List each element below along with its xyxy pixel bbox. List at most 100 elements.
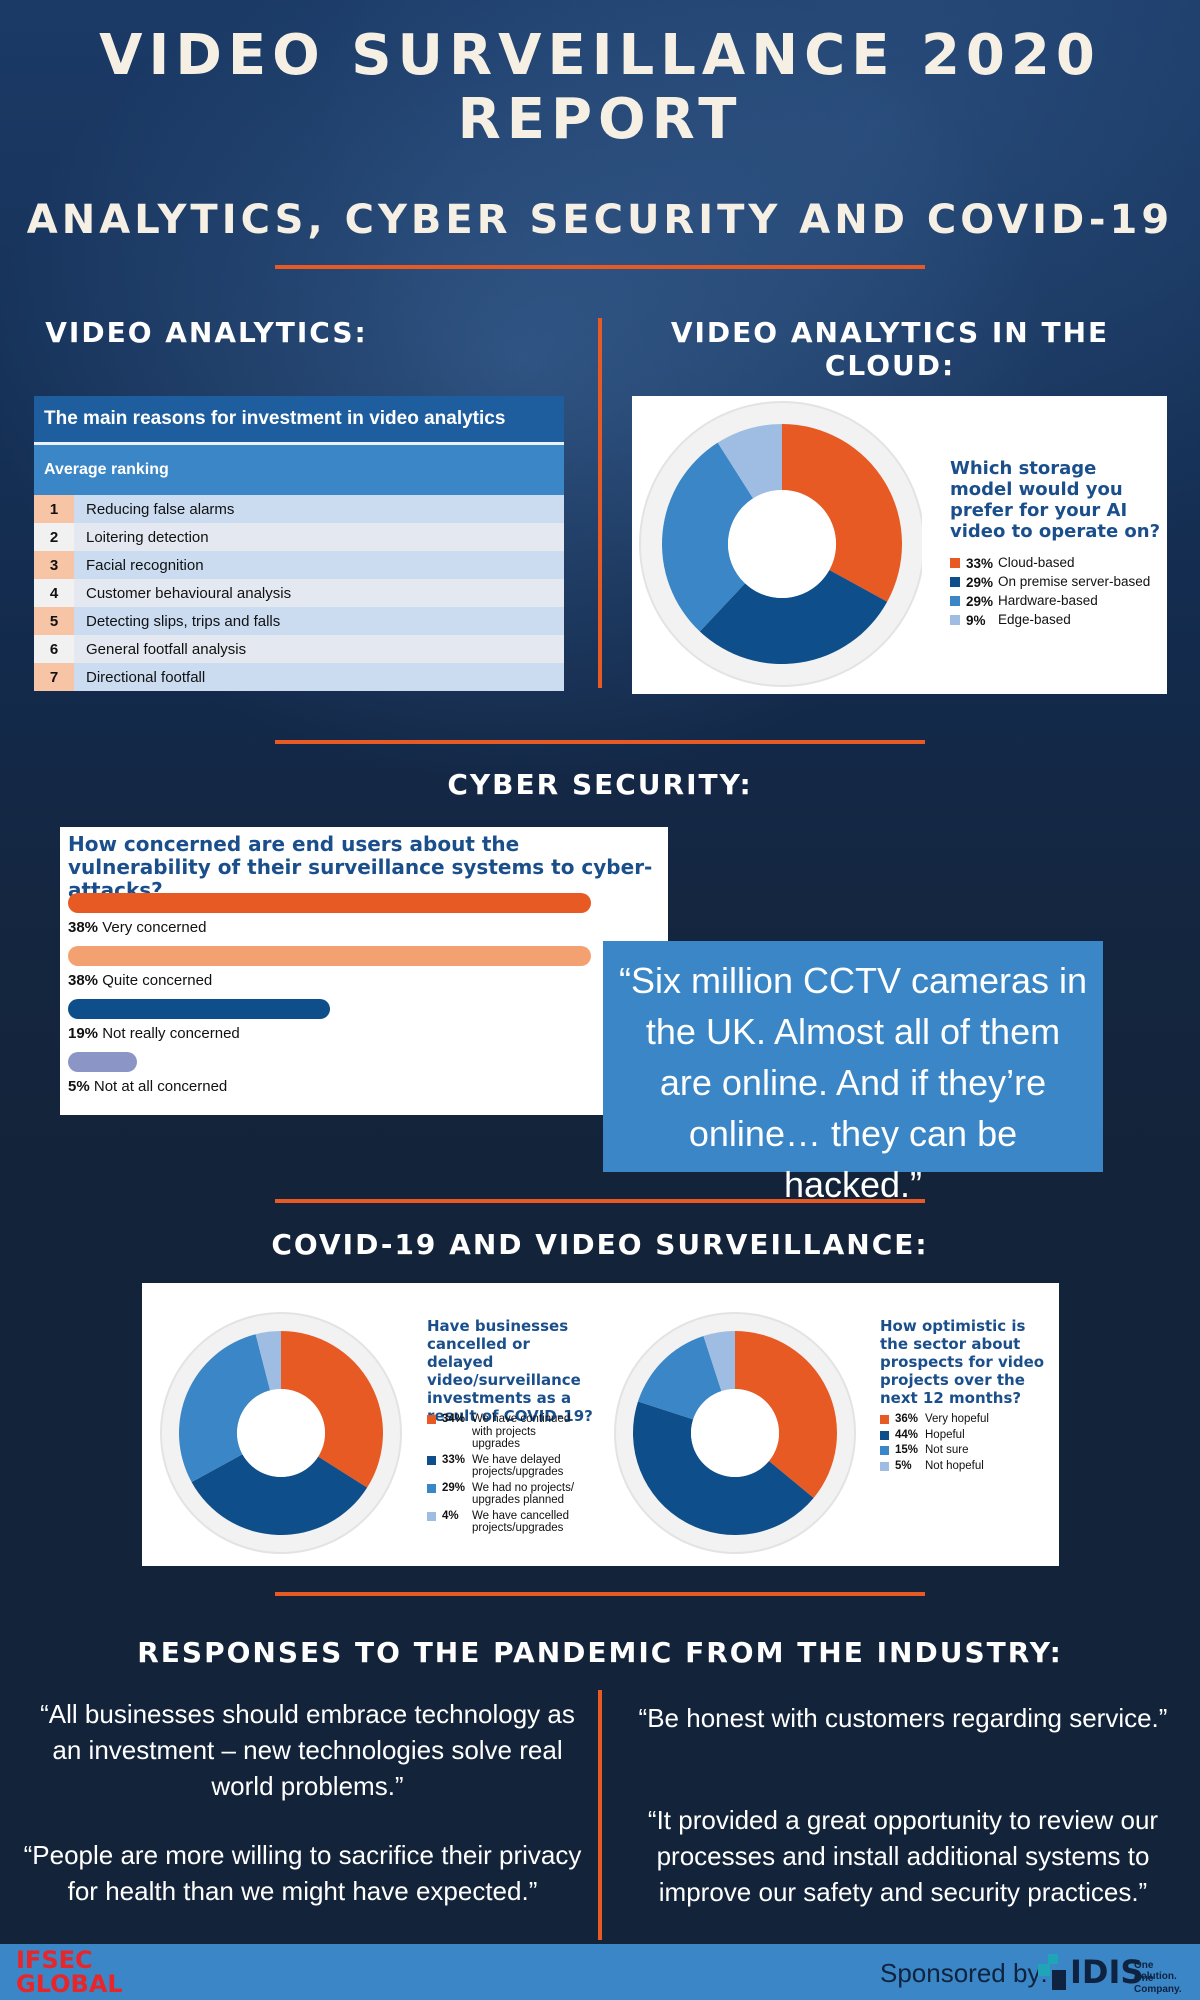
- vertical-divider: [598, 318, 602, 688]
- legend-label: Not sure: [925, 1444, 969, 1456]
- bar-percent: 19%: [68, 1025, 103, 1042]
- legend-swatch: [950, 596, 960, 606]
- legend-percent: 36%: [895, 1413, 919, 1425]
- legend-item: 29% Hardware-based: [950, 593, 1165, 609]
- storage-legend: 33% Cloud-based 29% On premise server-based…: [950, 555, 1165, 632]
- ranking-row: 3 Facial recognition: [34, 551, 564, 579]
- report-title-line1: VIDEO SURVEILLANCE 2020: [99, 23, 1101, 88]
- ranking-number: 6: [34, 635, 74, 663]
- bar-label: 5% Not at all concerned: [68, 1078, 227, 1095]
- footer-bar: IFSEC GLOBAL Sponsored by: IDIS One Solu…: [0, 1944, 1200, 2000]
- storage-chart-panel: Which storage model would you prefer for…: [632, 396, 1167, 694]
- legend-swatch: [880, 1415, 889, 1424]
- ranking-table: The main reasons for investment in video…: [34, 396, 564, 691]
- bar: [68, 1052, 137, 1072]
- industry-quote-3: “Be honest with customers regarding serv…: [638, 1703, 1168, 1733]
- bar-category: Very concerned: [102, 919, 207, 936]
- sponsor-tagline-1: One Solution.: [1134, 1960, 1177, 1982]
- ranking-label: Detecting slips, trips and falls: [74, 607, 564, 635]
- legend-label: Not hopeful: [925, 1459, 984, 1472]
- bar-label: 19% Not really concerned: [68, 1025, 240, 1042]
- bar-percent: 38%: [68, 972, 103, 989]
- bar-category: Quite concerned: [102, 972, 213, 989]
- section-heading-covid: COVID-19 AND VIDEO SURVEILLANCE:: [271, 1228, 929, 1261]
- legend-swatch: [427, 1455, 436, 1465]
- divider: [275, 740, 925, 744]
- legend-percent: 29%: [966, 575, 994, 590]
- cyber-bar-panel: How concerned are end users about the vu…: [60, 827, 668, 1115]
- ranking-row: 1 Reducing false alarms: [34, 495, 564, 523]
- donut-slice: [255, 1331, 281, 1391]
- legend-percent: 33%: [966, 556, 994, 571]
- ranking-row: 4 Customer behavioural analysis: [34, 579, 564, 607]
- legend-label: Very hopeful: [925, 1413, 989, 1425]
- ranking-label: Loitering detection: [74, 523, 564, 551]
- bar-category: Not at all concerned: [93, 1078, 228, 1095]
- ranking-row: 6 General footfall analysis: [34, 635, 564, 663]
- legend-swatch: [427, 1415, 436, 1424]
- legend-percent: 33%: [442, 1453, 466, 1466]
- legend-label: We had no projects/ upgrades planned: [472, 1481, 575, 1507]
- storage-donut-chart: [639, 401, 922, 687]
- ranking-number: 1: [34, 495, 74, 523]
- legend-swatch: [950, 577, 960, 587]
- legend-item: 15% Not sure: [880, 1444, 1040, 1457]
- legend-item: 29% On premise server-based: [950, 574, 1165, 590]
- legend-item: 33% We have delayed projects/upgrades: [427, 1454, 587, 1479]
- legend-item: 9% Edge-based: [950, 612, 1165, 628]
- donut-slice: [191, 1454, 368, 1535]
- optimism-title: How optimistic is the sector about prosp…: [880, 1317, 1045, 1407]
- donut-slice: [717, 424, 782, 499]
- cctv-quote: “Six million CCTV cameras in the UK. Alm…: [618, 960, 1088, 1205]
- sponsor-tagline-2: One Company.: [1134, 1973, 1182, 1995]
- legend-item: 33% Cloud-based: [950, 555, 1165, 571]
- legend-swatch: [880, 1446, 889, 1455]
- ranking-label: Facial recognition: [74, 551, 564, 579]
- ranking-label: Customer behavioural analysis: [74, 579, 564, 607]
- legend-item: 29% We had no projects/ upgrades planned: [427, 1482, 587, 1507]
- covid-investment-legend: 34% We have continued with projects upgra…: [427, 1413, 587, 1538]
- donut-slice: [633, 1401, 814, 1535]
- ranking-table-title: The main reasons for investment in video…: [34, 396, 564, 445]
- legend-label: On premise server-based: [998, 574, 1151, 589]
- donut-slice: [662, 442, 754, 632]
- divider: [275, 1199, 925, 1203]
- section-heading-cloud: VIDEO ANALYTICS IN THE CLOUD:: [670, 316, 1110, 382]
- legend-percent: 29%: [442, 1481, 466, 1494]
- bar-percent: 38%: [68, 919, 103, 936]
- section-heading-responses: RESPONSES TO THE PANDEMIC FROM THE INDUS…: [137, 1636, 1063, 1669]
- sponsor-logo[interactable]: IDIS One Solution. One Company.: [1038, 1950, 1198, 1995]
- legend-swatch: [427, 1483, 436, 1493]
- donut-hole: [237, 1389, 325, 1477]
- legend-label: Hardware-based: [998, 593, 1098, 608]
- bar: [68, 999, 330, 1019]
- legend-item: 4% We have cancelled projects/upgrades: [427, 1510, 587, 1535]
- ranking-number: 4: [34, 579, 74, 607]
- report-title-line2: REPORT: [457, 87, 743, 152]
- bar: [68, 893, 591, 913]
- ranking-row: 2 Loitering detection: [34, 523, 564, 551]
- ranking-number: 2: [34, 523, 74, 551]
- sponsor-name: IDIS: [1070, 1953, 1144, 1991]
- divider: [275, 1592, 925, 1596]
- ranking-number: 3: [34, 551, 74, 579]
- ranking-table-subtitle: Average ranking: [34, 445, 564, 495]
- donut-slice: [735, 1331, 837, 1499]
- legend-label: Cloud-based: [998, 555, 1075, 570]
- ranking-label: Reducing false alarms: [74, 495, 564, 523]
- legend-label: We have cancelled projects/upgrades: [472, 1509, 569, 1535]
- ranking-label: General footfall analysis: [74, 635, 564, 663]
- bar-percent: 5%: [68, 1078, 94, 1095]
- donut-slice: [637, 1335, 722, 1420]
- covid-investment-title: Have businesses cancelled or delayed vid…: [427, 1317, 593, 1425]
- legend-item: 36% Very hopeful: [880, 1413, 1040, 1426]
- legend-label: Edge-based: [998, 612, 1071, 627]
- donut-slice: [782, 424, 902, 602]
- ifsec-logo[interactable]: IFSEC GLOBAL: [16, 1948, 123, 1996]
- legend-label: We have delayed projects/upgrades: [472, 1453, 564, 1479]
- legend-item: 5% Not hopeful: [880, 1460, 1040, 1473]
- ranking-row: 7 Directional footfall: [34, 663, 564, 691]
- storage-chart-title: Which storage model would you prefer for…: [950, 458, 1161, 542]
- vertical-divider: [598, 1690, 602, 1940]
- legend-percent: 5%: [895, 1459, 912, 1472]
